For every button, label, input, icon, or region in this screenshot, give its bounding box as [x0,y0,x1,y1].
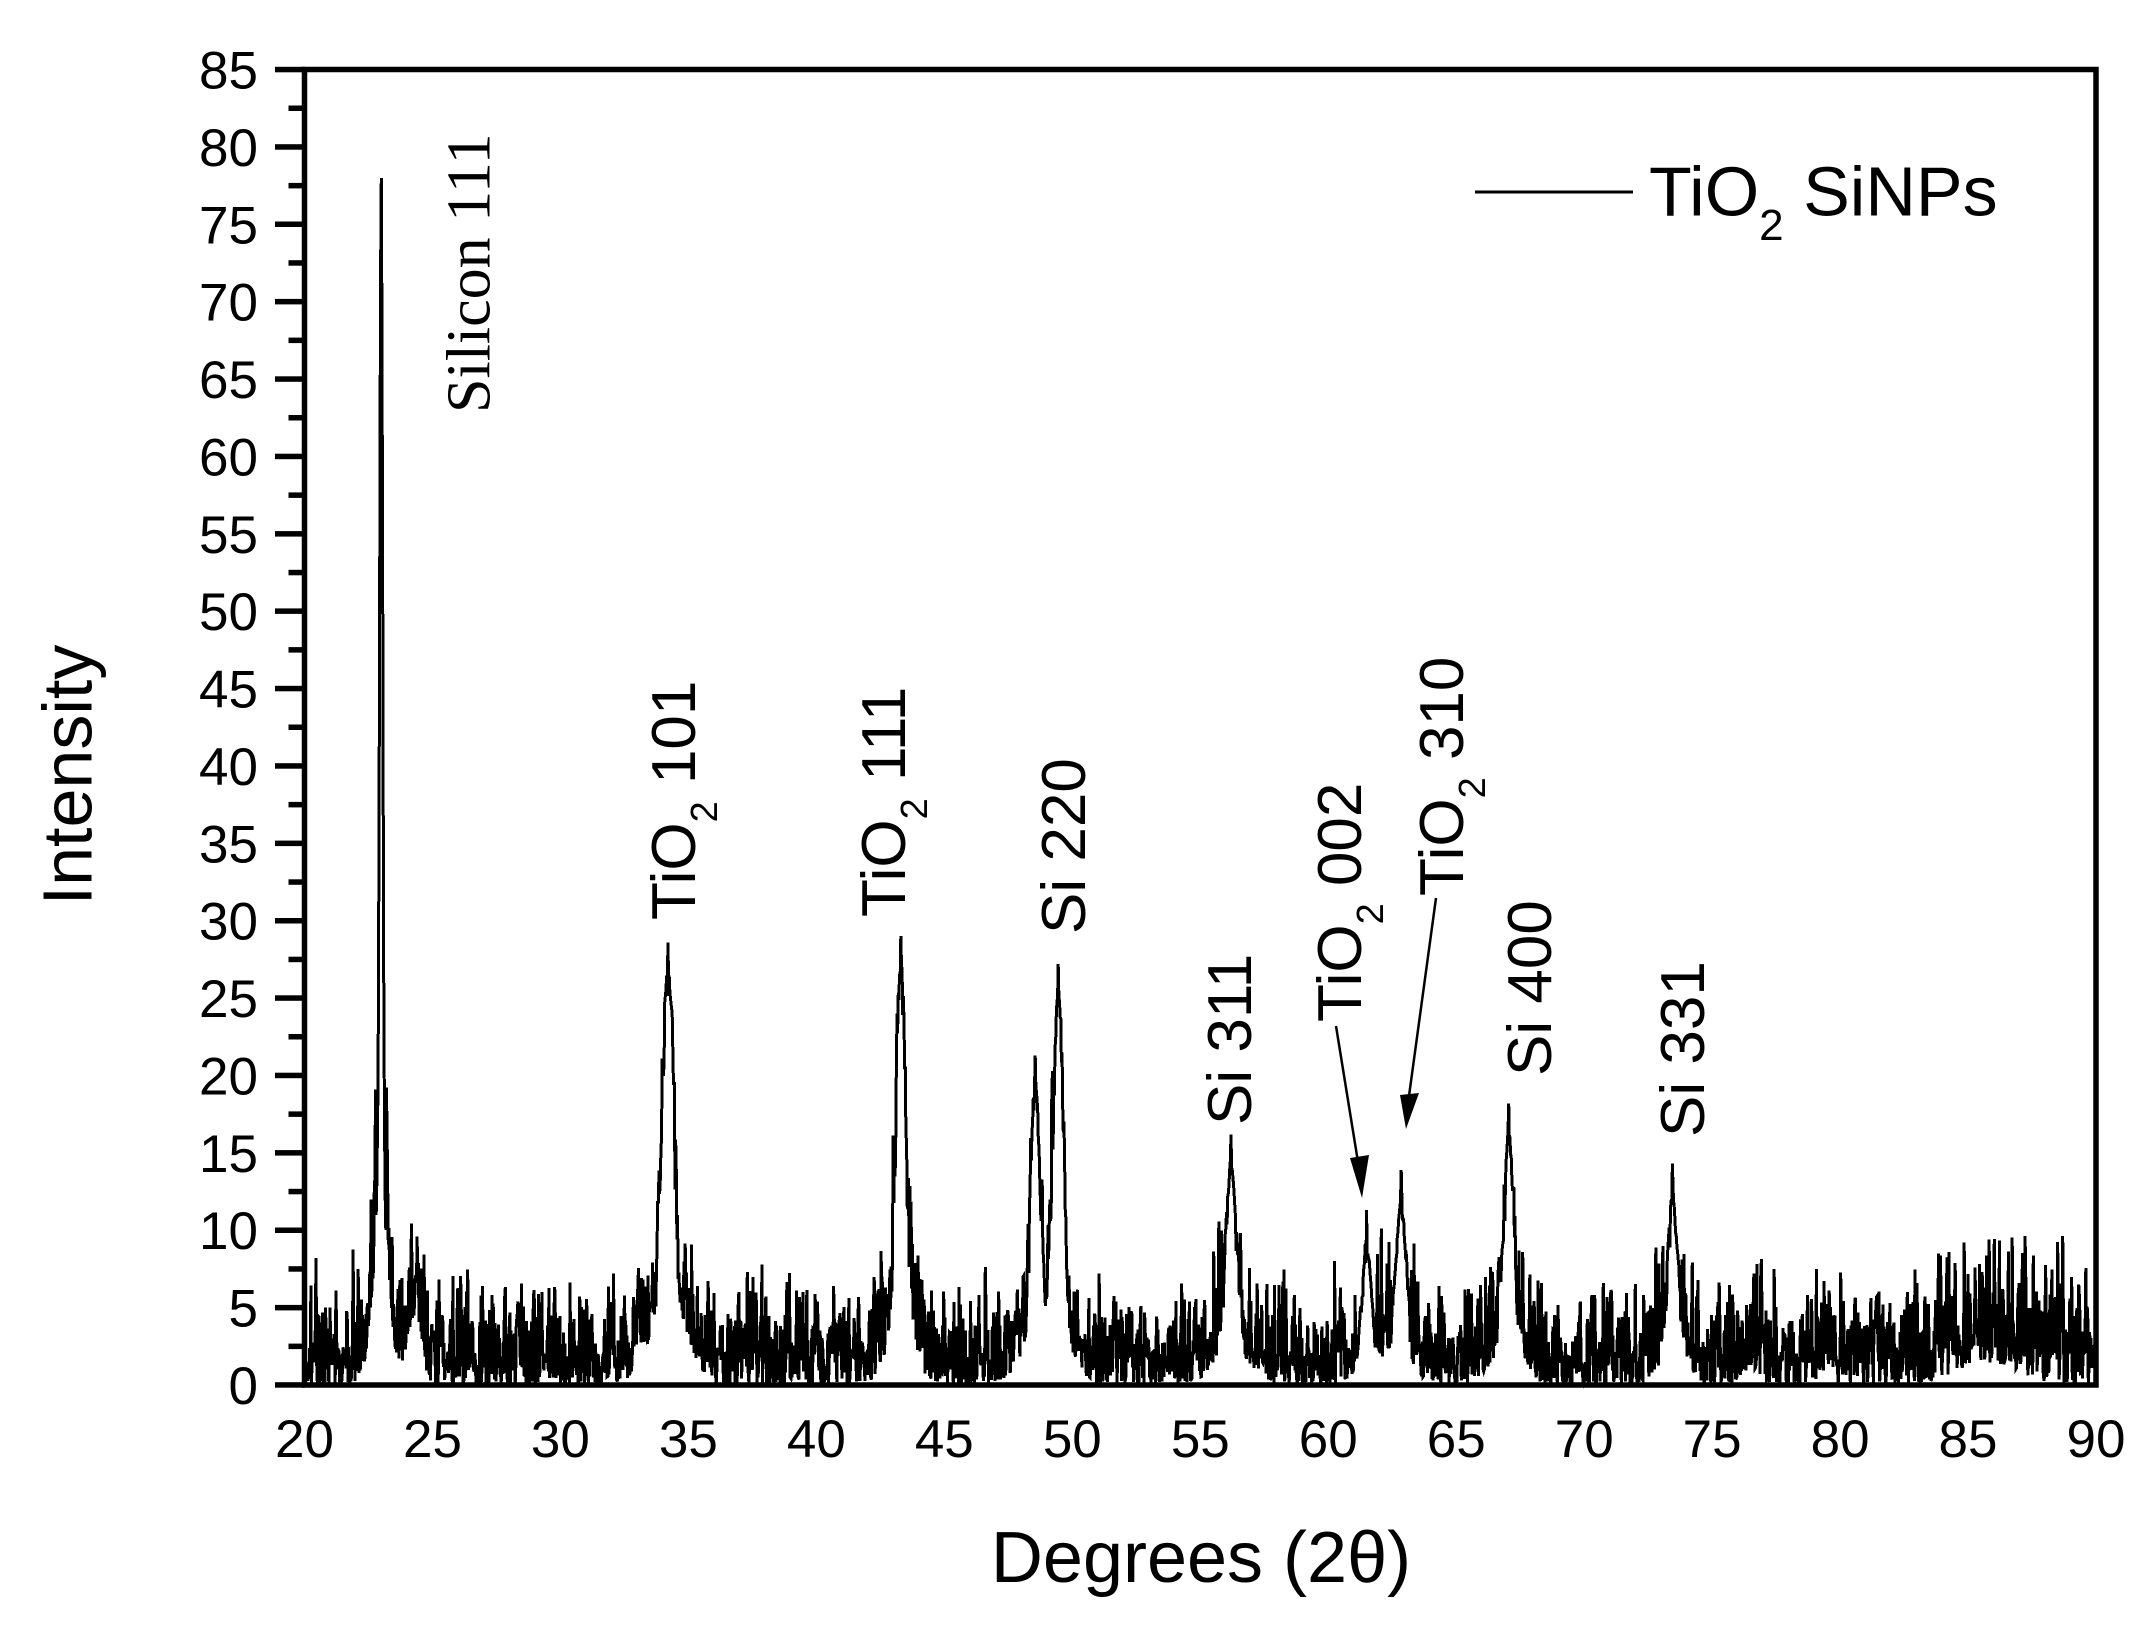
svg-text:35: 35 [659,1410,718,1469]
svg-text:20: 20 [275,1410,334,1469]
svg-text:45: 45 [915,1410,974,1469]
svg-text:Si 331: Si 331 [1649,961,1718,1137]
svg-text:80: 80 [1811,1410,1870,1469]
svg-text:30: 30 [199,893,258,952]
svg-text:20: 20 [199,1048,258,1107]
svg-text:55: 55 [199,506,258,565]
svg-text:45: 45 [199,661,258,720]
svg-text:25: 25 [199,970,258,1029]
svg-text:Si 400: Si 400 [1496,900,1565,1076]
svg-text:15: 15 [199,1125,258,1184]
svg-text:60: 60 [1299,1410,1358,1469]
svg-text:70: 70 [199,274,258,333]
svg-text:65: 65 [1427,1410,1486,1469]
svg-text:85: 85 [199,42,258,101]
svg-text:5: 5 [229,1280,258,1339]
svg-text:40: 40 [787,1410,846,1469]
svg-text:Silicon 111: Silicon 111 [436,133,504,413]
svg-text:75: 75 [1683,1410,1742,1469]
svg-text:Si 311: Si 311 [1196,954,1265,1125]
svg-text:70: 70 [1555,1410,1614,1469]
svg-text:30: 30 [531,1410,590,1469]
svg-text:35: 35 [199,815,258,874]
svg-text:0: 0 [229,1357,258,1416]
svg-text:10: 10 [199,1202,258,1261]
svg-text:80: 80 [199,119,258,178]
svg-text:65: 65 [199,351,258,410]
svg-text:Si 220: Si 220 [1030,758,1099,934]
svg-text:55: 55 [1171,1410,1230,1469]
svg-text:90: 90 [2067,1410,2126,1469]
svg-text:85: 85 [1939,1410,1998,1469]
svg-text:Intensity: Intensity [29,645,107,906]
svg-text:25: 25 [403,1410,462,1469]
svg-text:75: 75 [199,196,258,255]
svg-text:50: 50 [199,583,258,642]
svg-text:40: 40 [199,738,258,797]
svg-text:Degrees (2θ): Degrees (2θ) [991,1518,1411,1598]
svg-text:60: 60 [199,428,258,487]
svg-text:50: 50 [1043,1410,1102,1469]
